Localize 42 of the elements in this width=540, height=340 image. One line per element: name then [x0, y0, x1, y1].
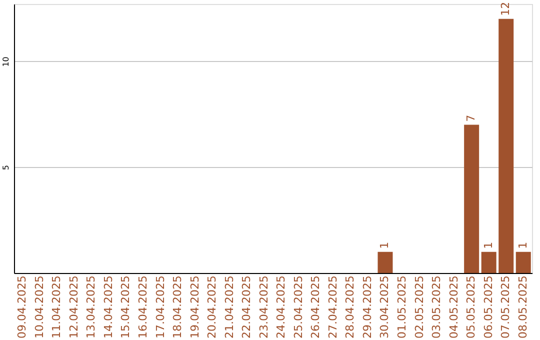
y-tick-label: 5 — [2, 165, 10, 170]
data-label: 12 — [499, 2, 512, 16]
data-label: 1 — [516, 242, 530, 249]
x-tick-label: 27.04.2025 — [326, 276, 340, 338]
x-tick-label: 29.04.2025 — [360, 276, 374, 338]
x-tick-label: 22.04.2025 — [240, 276, 254, 338]
x-tick-label: 26.04.2025 — [309, 276, 322, 338]
x-tick-label: 18.04.2025 — [171, 276, 184, 338]
x-tick-label: 24.04.2025 — [274, 276, 288, 338]
x-tick-label: 10.04.2025 — [32, 276, 46, 338]
x-tick-label: 19.04.2025 — [188, 276, 202, 338]
x-tick-label: 07.05.2025 — [499, 276, 512, 338]
x-tick-label: 08.05.2025 — [516, 276, 530, 338]
x-tick-label: 01.05.2025 — [396, 276, 408, 338]
x-tick-label: 02.05.2025 — [412, 276, 426, 338]
bar — [498, 18, 514, 273]
data-label: 1 — [378, 242, 392, 249]
data-label: 7 — [464, 114, 478, 122]
x-tick-label: 17.04.2025 — [154, 276, 167, 338]
x-tick-label: 05.05.2025 — [464, 276, 478, 338]
x-tick-label: 21.04.2025 — [222, 276, 236, 338]
x-tick-label: 16.04.2025 — [136, 276, 150, 338]
bar — [481, 252, 496, 273]
x-tick-label: 06.05.2025 — [482, 276, 495, 338]
bar — [464, 124, 480, 273]
x-tick-label: 13.04.2025 — [84, 276, 98, 338]
x-tick-label: 03.05.2025 — [430, 276, 444, 338]
x-tick-label: 28.04.2025 — [344, 276, 357, 338]
x-tick-label: 04.05.2025 — [447, 276, 460, 338]
bar — [516, 252, 531, 273]
y-tick-label: 10 — [2, 56, 10, 67]
x-tick-label: 30.04.2025 — [378, 276, 392, 338]
data-label: 1 — [482, 242, 495, 249]
x-tick-label: 23.04.2025 — [257, 276, 270, 338]
bar — [378, 252, 393, 273]
x-tick-label: 25.04.2025 — [292, 276, 305, 338]
x-tick-label: 09.04.2025 — [16, 276, 29, 338]
x-tick-label: 12.04.2025 — [67, 276, 80, 338]
x-tick-label: 14.04.2025 — [102, 276, 115, 338]
x-tick-label: 20.04.2025 — [206, 276, 219, 338]
x-tick-label: 11.04.2025 — [50, 276, 64, 338]
x-tick-label: 15.04.2025 — [119, 276, 132, 338]
